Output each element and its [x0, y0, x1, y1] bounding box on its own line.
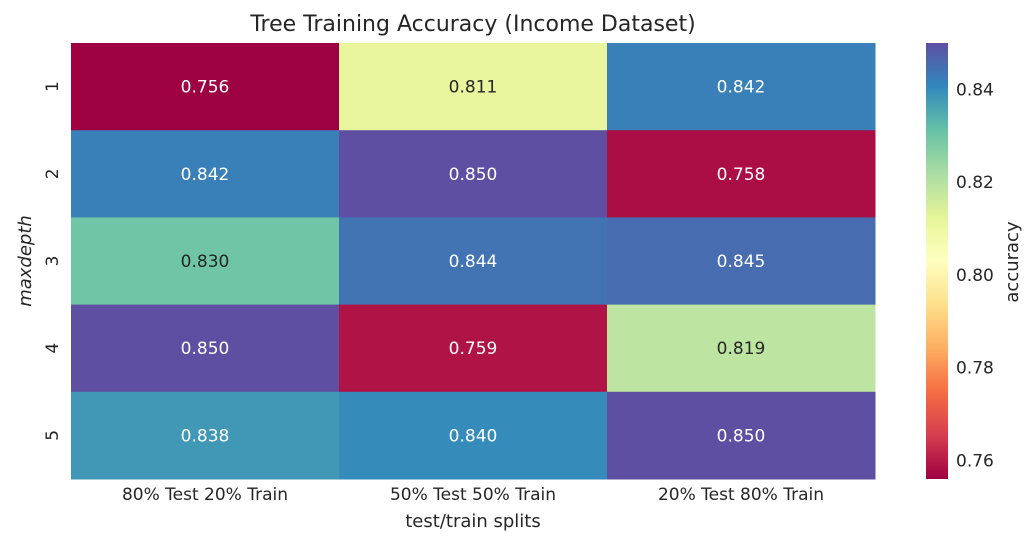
heatmap-cell	[339, 217, 608, 306]
cell-value-label: 0.850	[717, 426, 766, 446]
cell-value-label: 0.842	[717, 78, 766, 98]
colorbar-tick-label: 0.76	[956, 451, 994, 471]
heatmap-cell	[339, 304, 608, 393]
y-tick-label: 2	[43, 168, 63, 179]
y-tick-label: 3	[43, 256, 63, 267]
y-tick-label: 4	[43, 343, 63, 354]
heatmap-cell	[607, 130, 876, 218]
heatmap-cell	[71, 217, 340, 306]
heatmap-cell	[71, 130, 340, 218]
chart-title: Tree Training Accuracy (Income Dataset)	[249, 12, 695, 37]
x-tick-label: 20% Test 80% Train	[658, 485, 824, 505]
heatmap-cell	[71, 43, 340, 131]
y-tick-label: 5	[43, 430, 63, 441]
heatmap-cells: 0.756 0.811 0.842 0.842 0.850 0.758 0.830 0.844…	[71, 43, 876, 480]
heatmap-cell	[607, 217, 876, 306]
colorbar-tick-label: 0.84	[956, 80, 994, 100]
colorbar-tick-label: 0.82	[956, 173, 994, 193]
heatmap-cell	[339, 391, 608, 480]
y-tick-label: 1	[43, 81, 63, 92]
colorbar-tick-label: 0.78	[956, 359, 994, 379]
heatmap-cell	[607, 391, 876, 480]
cell-value-label: 0.758	[717, 165, 766, 185]
heatmap-cell	[607, 43, 876, 131]
cell-value-label: 0.756	[181, 78, 230, 98]
cell-value-label: 0.842	[181, 165, 230, 185]
heatmap-cell	[71, 304, 340, 393]
x-tick-labels: 80% Test 20% Train 50% Test 50% Train 20% …	[122, 485, 824, 505]
cell-value-label: 0.759	[449, 339, 498, 359]
x-tick-label: 50% Test 50% Train	[390, 485, 556, 505]
cell-value-label: 0.844	[449, 252, 498, 272]
cell-value-label: 0.840	[449, 426, 498, 446]
cell-value-label: 0.838	[181, 426, 230, 446]
cell-value-label: 0.830	[181, 252, 230, 272]
heatmap-cell	[71, 391, 340, 480]
y-axis-label: maxdepth	[15, 215, 36, 307]
colorbar-label: accuracy	[1002, 221, 1023, 303]
x-tick-label: 80% Test 20% Train	[122, 485, 288, 505]
cell-value-label: 0.850	[181, 339, 230, 359]
cell-value-label: 0.850	[449, 165, 498, 185]
colorbar	[926, 43, 948, 479]
heatmap-cell	[339, 130, 608, 218]
cell-value-label: 0.819	[717, 339, 766, 359]
colorbar-ticks: 0.76 0.78 0.80 0.82 0.84	[956, 80, 994, 471]
y-tick-labels: 1 2 3 4 5	[43, 81, 63, 441]
cell-value-label: 0.811	[449, 78, 498, 98]
cell-value-label: 0.845	[717, 252, 766, 272]
heatmap-cell	[607, 304, 876, 393]
colorbar-tick-label: 0.80	[956, 266, 994, 286]
heatmap-cell	[339, 43, 608, 131]
x-axis-label: test/train splits	[405, 511, 541, 532]
